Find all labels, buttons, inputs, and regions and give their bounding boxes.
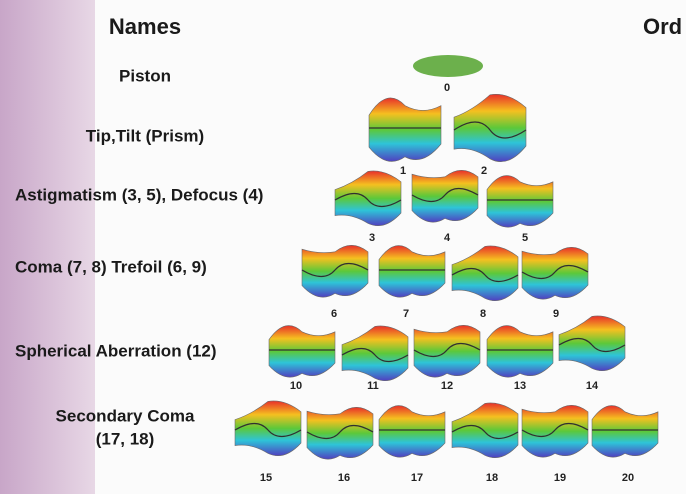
term-name: Secondary Coma [56, 406, 195, 425]
term-index: 13 [514, 380, 526, 392]
term-index: 10 [290, 380, 302, 392]
term-name: Coma (7, 8) Trefoil (6, 9) [15, 257, 207, 276]
term-name: Spherical Aberration (12) [15, 341, 217, 360]
surface [307, 407, 373, 459]
surface [412, 170, 478, 222]
term-index: 7 [403, 308, 409, 320]
surface [522, 405, 588, 457]
term-index: 5 [522, 232, 528, 244]
term-name: Tip,Tilt (Prism) [86, 126, 204, 145]
slide: Names Ord Piston0Tip,Tilt (Prism)12Astig… [0, 0, 686, 494]
term-index: 20 [622, 472, 634, 484]
term-index: 16 [338, 472, 350, 484]
term-name: (17, 18) [96, 429, 155, 448]
term-index: 1 [400, 165, 406, 177]
term-index: 19 [554, 472, 566, 484]
term-index: 12 [441, 380, 453, 392]
surface [522, 247, 588, 299]
surface [414, 325, 480, 377]
term-name: Astigmatism (3, 5), Defocus (4) [15, 185, 263, 204]
term-index: 2 [481, 165, 487, 177]
term-index: 3 [369, 232, 375, 244]
term-index: 15 [260, 472, 272, 484]
term-index: 17 [411, 472, 423, 484]
term-index: 0 [444, 82, 450, 94]
term-index: 11 [367, 380, 379, 392]
surface [302, 245, 368, 297]
term-index: 6 [331, 308, 337, 320]
names-header: Names [109, 14, 181, 39]
term-name: Piston [119, 66, 171, 85]
term-index: 14 [586, 380, 599, 392]
term-index: 18 [486, 472, 498, 484]
surface [413, 55, 483, 77]
term-index: 9 [553, 308, 559, 320]
order-header: Ord [643, 14, 682, 39]
term-index: 8 [480, 308, 486, 320]
term-index: 4 [444, 232, 451, 244]
